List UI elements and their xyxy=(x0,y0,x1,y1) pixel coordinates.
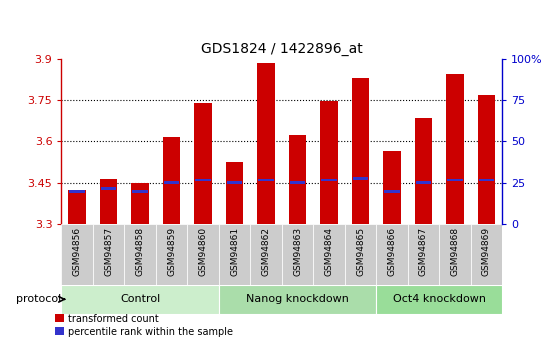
Bar xyxy=(282,224,313,285)
Bar xyxy=(345,224,376,285)
Bar xyxy=(100,179,117,224)
Bar xyxy=(251,224,282,285)
Bar xyxy=(439,224,471,285)
Text: GSM94863: GSM94863 xyxy=(293,227,302,276)
Bar xyxy=(313,224,345,285)
Text: GSM94865: GSM94865 xyxy=(356,227,365,276)
Bar xyxy=(124,224,156,285)
Bar xyxy=(93,224,124,285)
Bar xyxy=(132,183,149,224)
Text: GSM94866: GSM94866 xyxy=(387,227,397,276)
Bar xyxy=(195,179,211,181)
Bar xyxy=(69,190,86,224)
Text: protocol: protocol xyxy=(16,294,61,304)
Bar xyxy=(258,179,274,181)
Text: Nanog knockdown: Nanog knockdown xyxy=(246,294,349,304)
Bar xyxy=(447,179,463,181)
Bar xyxy=(226,162,243,224)
Bar xyxy=(219,224,251,285)
Bar xyxy=(471,224,502,285)
Bar xyxy=(290,181,305,184)
Text: GSM94869: GSM94869 xyxy=(482,227,491,276)
Text: Oct4 knockdown: Oct4 knockdown xyxy=(393,294,485,304)
Bar xyxy=(69,190,85,193)
Bar xyxy=(227,181,242,184)
Text: Control: Control xyxy=(120,294,160,304)
Bar xyxy=(416,181,431,184)
Bar xyxy=(321,179,337,181)
Bar xyxy=(415,118,432,224)
Bar xyxy=(164,181,179,184)
Text: GSM94857: GSM94857 xyxy=(104,227,113,276)
Bar xyxy=(376,285,502,314)
Text: GSM94868: GSM94868 xyxy=(450,227,459,276)
Bar xyxy=(132,190,148,193)
Text: GSM94859: GSM94859 xyxy=(167,227,176,276)
Bar xyxy=(376,224,408,285)
Bar xyxy=(194,103,211,224)
Text: GSM94860: GSM94860 xyxy=(199,227,208,276)
Legend: transformed count, percentile rank within the sample: transformed count, percentile rank withi… xyxy=(55,314,233,337)
Text: GSM94858: GSM94858 xyxy=(136,227,145,276)
Bar xyxy=(219,285,376,314)
Bar xyxy=(446,74,464,224)
Bar xyxy=(408,224,439,285)
Bar xyxy=(257,63,275,224)
Bar xyxy=(187,224,219,285)
Text: GSM94862: GSM94862 xyxy=(262,227,271,276)
Bar xyxy=(101,187,117,190)
Bar xyxy=(384,190,400,193)
Bar xyxy=(353,177,368,180)
Bar xyxy=(352,78,369,224)
Title: GDS1824 / 1422896_at: GDS1824 / 1422896_at xyxy=(201,42,363,56)
Text: GSM94861: GSM94861 xyxy=(230,227,239,276)
Bar xyxy=(156,224,187,285)
Bar xyxy=(383,151,401,224)
Bar xyxy=(289,135,306,224)
Text: GSM94867: GSM94867 xyxy=(419,227,428,276)
Bar xyxy=(478,95,495,224)
Bar xyxy=(479,179,494,181)
Text: GSM94856: GSM94856 xyxy=(73,227,81,276)
Bar xyxy=(163,137,180,224)
Bar xyxy=(61,285,219,314)
Text: GSM94864: GSM94864 xyxy=(325,227,334,276)
Bar xyxy=(61,224,93,285)
Bar xyxy=(320,101,338,224)
